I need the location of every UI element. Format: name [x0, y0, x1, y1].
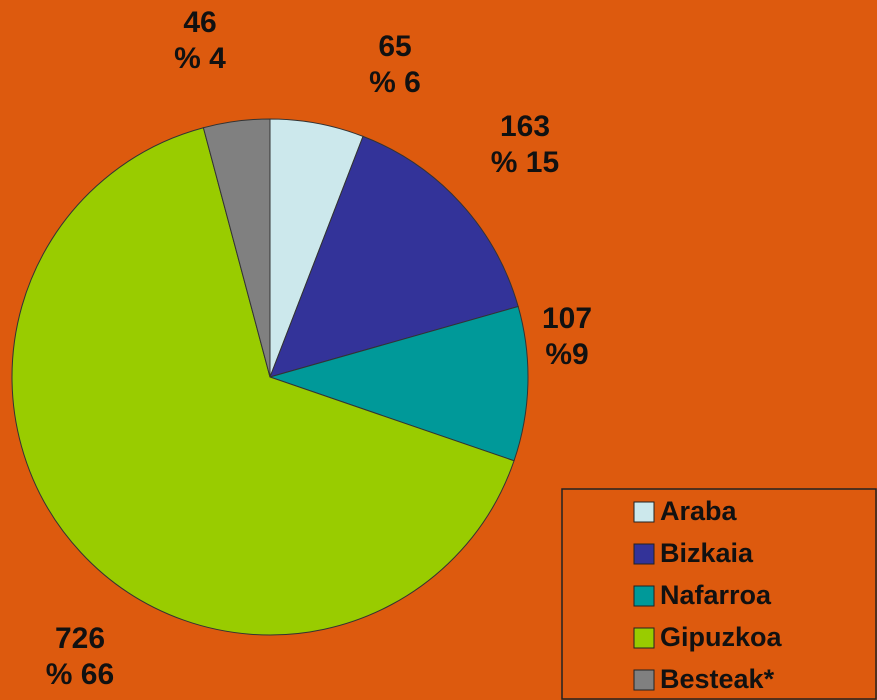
pie-slice — [202, 118, 271, 378]
percentage-label: % 66 — [46, 658, 114, 691]
legend-label: Bizkaia — [660, 538, 754, 568]
percentage-label: % 15 — [491, 146, 559, 179]
data-label: 726 — [55, 622, 105, 655]
pie-slice — [269, 135, 519, 378]
percentage-label: %9 — [545, 338, 588, 371]
data-label: 163 — [500, 110, 550, 143]
data-label: 46 — [183, 6, 216, 39]
legend-swatch — [633, 501, 655, 523]
legend-label: Gipuzkoa — [660, 622, 782, 652]
pie-slice — [268, 305, 529, 462]
legend-label: Nafarroa — [660, 580, 772, 610]
legend-swatch — [633, 585, 655, 607]
data-label: 107 — [542, 302, 592, 335]
legend-swatch — [633, 627, 655, 649]
legend-swatch — [633, 669, 655, 691]
data-label: 65 — [378, 30, 411, 63]
legend-box — [561, 488, 877, 700]
legend-label: Araba — [660, 496, 738, 526]
legend-label: Besteak* — [660, 664, 775, 694]
percentage-label: % 6 — [369, 66, 421, 99]
pie-slice — [11, 127, 515, 636]
legend-swatch — [633, 543, 655, 565]
percentage-label: % 4 — [174, 42, 226, 75]
